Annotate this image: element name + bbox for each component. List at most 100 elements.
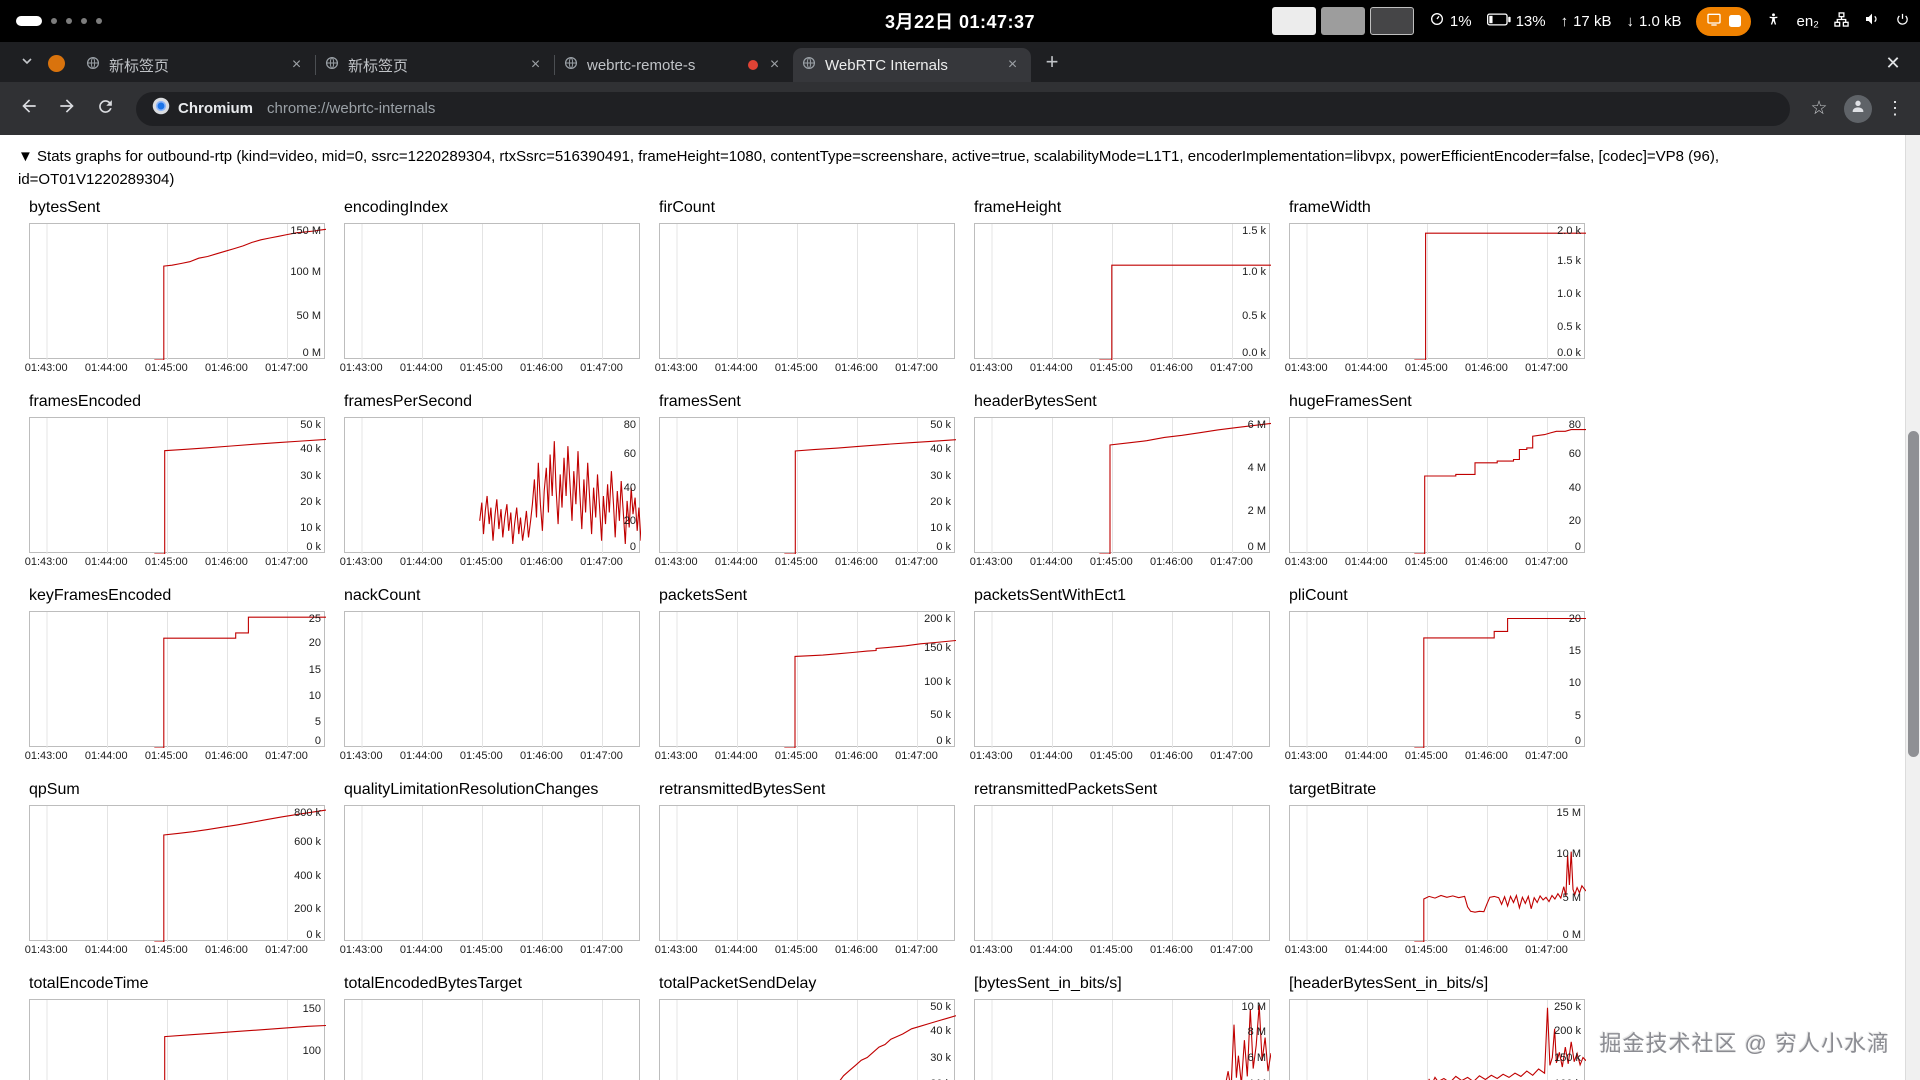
x-axis-label: 01:45:00 <box>1404 556 1448 568</box>
y-axis-label: 1.5 k <box>1242 225 1266 237</box>
y-axis-label: 8 M <box>1247 1026 1266 1039</box>
omnibox[interactable]: Chromium chrome://webrtc-internals <box>136 91 1790 126</box>
profile-avatar[interactable] <box>1844 94 1872 123</box>
tab-separator <box>554 55 555 75</box>
collapse-arrow[interactable]: ▼ <box>18 148 33 165</box>
power-icon[interactable] <box>1895 12 1910 31</box>
chart-plot-area: 80 60 40 20 0 <box>1289 417 1586 554</box>
network-tree-icon[interactable] <box>1834 11 1849 31</box>
scrollbar-thumb[interactable] <box>1908 431 1919 757</box>
x-axis-label: 01:45:00 <box>1404 750 1448 762</box>
chart-plot-area <box>344 223 640 360</box>
window-close-button[interactable]: ✕ <box>1885 52 1901 73</box>
x-axis-label: 01:47:00 <box>1210 556 1253 568</box>
x-axis-label: 01:43:00 <box>24 362 68 374</box>
tab-close-button[interactable]: × <box>291 56 302 73</box>
gauge-indicator[interactable]: 1% <box>1429 11 1472 31</box>
x-axis-label: 01:44:00 <box>714 944 758 956</box>
reload-button[interactable] <box>86 90 124 128</box>
scrollbar-track[interactable] <box>1905 135 1920 1080</box>
tab-close-button[interactable]: × <box>769 56 780 73</box>
chart-framesPerSecond: framesPerSecond 80 60 40 20 0 01:43:00 01:44:00… <box>340 393 641 570</box>
chart-title: retransmittedPacketsSent <box>974 781 1158 798</box>
y-axis-label: 0.0 k <box>1557 347 1581 359</box>
tab-close-button[interactable]: × <box>1007 56 1018 73</box>
chart-title: packetsSentWithEct1 <box>974 587 1127 604</box>
x-axis: 01:43:00 01:44:00 01:45:00 01:46:00 01:47:00 <box>1285 941 1585 958</box>
bookmark-star-button[interactable]: ☆ <box>1810 98 1828 119</box>
chart-title: totalEncodeTime <box>29 975 149 992</box>
y-axis-label: 200 k <box>1554 1025 1581 1038</box>
keyboard-layout[interactable]: en₂ <box>1796 12 1819 30</box>
chart-title: frameHeight <box>974 199 1062 216</box>
chart-title: retransmittedBytesSent <box>659 781 826 798</box>
chart-keyFramesEncoded: keyFramesEncoded 25 20 15 10 5 0 01:43:00 01:44:… <box>25 587 326 764</box>
screen-recording-indicator[interactable] <box>1696 6 1752 36</box>
recording-indicator-icon <box>748 60 758 70</box>
x-axis-label: 01:45:00 <box>459 362 503 374</box>
x-axis-label: 01:45:00 <box>1404 362 1448 374</box>
x-axis-label: 01:44:00 <box>84 362 128 374</box>
y-axis-label: 250 k <box>1554 1001 1581 1013</box>
clock[interactable]: 3月22日 01:47:37 <box>884 12 1036 32</box>
x-axis-label: 01:43:00 <box>654 750 698 762</box>
tab-favicon-globe-icon <box>802 56 816 74</box>
tab-search-button[interactable] <box>12 46 42 80</box>
tab-close-button[interactable]: × <box>530 56 541 73</box>
chart-plot-area: 150 M 100 M 50 M 0 M <box>29 223 326 360</box>
x-axis-label: 01:43:00 <box>654 556 698 568</box>
x-axis-label: 01:46:00 <box>1150 944 1193 956</box>
x-axis-label: 01:47:00 <box>580 944 623 956</box>
x-axis-label: 01:44:00 <box>399 556 443 568</box>
chart-plot-area: 50 k 40 k 30 k 20 k 10 k 0 k <box>659 417 956 554</box>
forward-button[interactable] <box>48 90 86 128</box>
x-axis-label: 01:43:00 <box>339 750 383 762</box>
tab-2[interactable]: 新标签页 × <box>316 48 554 82</box>
tab-label: WebRTC Internals <box>825 56 948 74</box>
chart-plot-area: 6 M 4 M 2 M 0 M <box>974 417 1271 554</box>
x-axis-label: 01:43:00 <box>969 556 1013 568</box>
chart-pliCount: pliCount 20 15 10 5 0 01:43:00 01:44:00 01:45:00… <box>1285 587 1586 764</box>
battery-icon <box>1486 12 1511 30</box>
chart-title: qpSum <box>29 781 80 798</box>
back-button[interactable] <box>10 90 48 128</box>
url-text: chrome://webrtc-internals <box>267 100 436 117</box>
tab-1[interactable]: 新标签页 × <box>77 48 315 82</box>
y-axis-label: 200 k <box>924 613 951 625</box>
x-axis-label: 01:43:00 <box>24 750 68 762</box>
menu-kebab-button[interactable]: ⋮ <box>1886 98 1904 118</box>
window-thumbnail <box>1271 7 1316 35</box>
y-axis-label: 150 k <box>924 642 951 655</box>
chart-plot-area: 2.0 k 1.5 k 1.0 k 0.5 k 0.0 k <box>1289 223 1586 360</box>
y-axis-label: 2 M <box>1247 504 1266 517</box>
tab-label: webrtc-remote-s <box>587 56 696 74</box>
chart-targetBitrate: targetBitrate 15 M 10 M 5 M 0 M 01:43:00 01:44… <box>1285 781 1586 958</box>
person-icon <box>1850 98 1866 119</box>
y-axis-label: 5 <box>314 715 321 728</box>
pinned-tab[interactable] <box>48 55 65 72</box>
x-axis-label: 01:44:00 <box>714 362 758 374</box>
tab-3[interactable]: webrtc-remote-s × <box>555 48 793 82</box>
x-axis-label: 01:43:00 <box>969 362 1013 374</box>
x-axis: 01:43:00 01:44:00 01:45:00 01:46:00 01:47:00 <box>1285 553 1585 570</box>
battery-indicator[interactable]: 13% <box>1486 12 1546 30</box>
y-axis-label: 0 <box>1574 735 1581 747</box>
accessibility-icon[interactable] <box>1766 12 1781 31</box>
x-axis-label: 01:46:00 <box>1465 556 1508 568</box>
chart-plot-area <box>659 805 955 942</box>
workspace-indicator[interactable] <box>16 0 102 42</box>
y-axis-label: 80 <box>623 419 636 431</box>
volume-icon[interactable] <box>1864 11 1880 31</box>
tab-4[interactable]: WebRTC Internals × <box>793 48 1031 82</box>
stop-recording-icon[interactable] <box>1729 15 1742 27</box>
new-tab-button[interactable]: + <box>1045 49 1059 74</box>
stats-section-header[interactable]: ▼ Stats graphs for outbound-rtp (kind=vi… <box>0 135 1905 191</box>
y-axis-label: 30 k <box>930 1051 951 1064</box>
x-axis: 01:43:00 01:44:00 01:45:00 01:46:00 01:47:00 <box>340 941 640 958</box>
x-axis: 01:43:00 01:44:00 01:45:00 01:46:00 01:47:00 <box>655 941 955 958</box>
y-axis-label: 2.0 k <box>1557 225 1581 237</box>
x-axis-label: 01:47:00 <box>1210 750 1253 762</box>
tab-favicon-globe-icon <box>86 56 100 74</box>
